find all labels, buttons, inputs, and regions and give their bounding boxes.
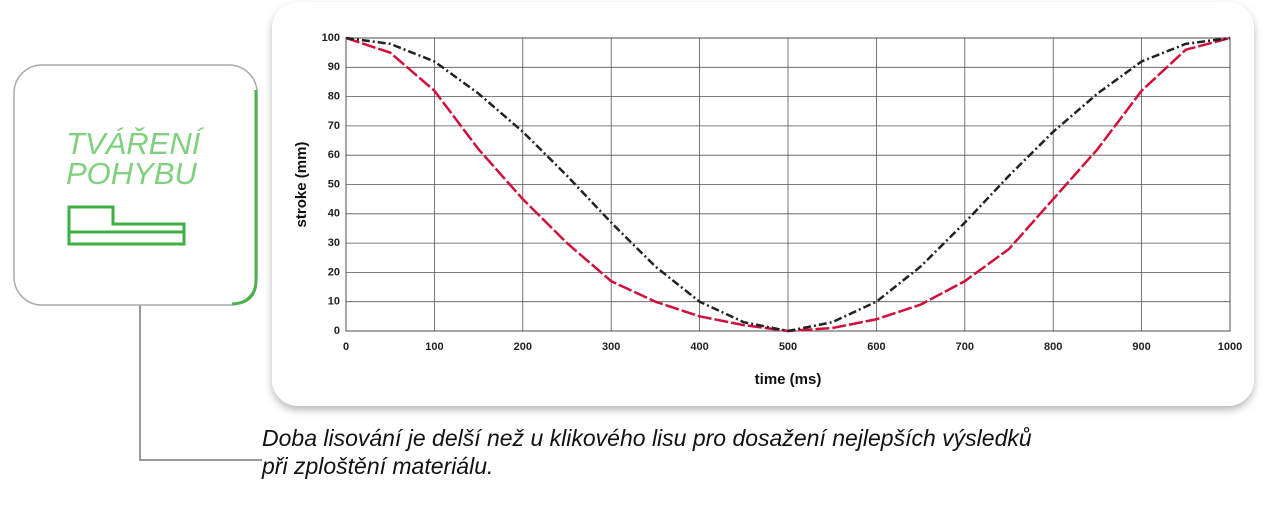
x-axis-label: time (ms): [755, 371, 822, 388]
y-tick-label: 20: [328, 266, 340, 278]
x-tick-label: 500: [779, 341, 797, 353]
card-title: TVÁŘENÍ: [66, 126, 205, 161]
y-tick-label: 70: [328, 120, 340, 132]
x-tick-label: 900: [1132, 341, 1150, 353]
y-tick-label: 40: [328, 208, 340, 220]
x-tick-label: 300: [602, 341, 620, 353]
y-tick-label: 10: [328, 296, 340, 308]
y-tick-label: 100: [322, 32, 340, 44]
y-tick-label: 50: [328, 178, 340, 190]
x-tick-label: 0: [343, 341, 349, 353]
caption: při zploštění materiálu.: [261, 453, 493, 479]
y-tick-label: 80: [328, 91, 340, 103]
card-icon: [67, 205, 186, 246]
x-tick-label: 400: [690, 341, 708, 353]
y-tick-label: 0: [334, 325, 340, 337]
y-tick-label: 60: [328, 149, 340, 161]
series-line: [345, 36, 1231, 333]
card-accent: [231, 90, 258, 306]
x-tick-label: 800: [1044, 341, 1062, 353]
caption: Doba lisování je delší než u klikového l…: [262, 425, 1032, 451]
x-tick-label: 200: [514, 341, 532, 353]
y-tick-label: 90: [328, 61, 340, 73]
x-tick-label: 600: [867, 341, 885, 353]
connector: [139, 305, 262, 461]
x-tick-label: 1000: [1218, 341, 1242, 353]
card-title: POHYBU: [66, 156, 198, 191]
y-tick-label: 30: [328, 237, 340, 249]
y-axis-label: stroke (mm): [293, 142, 310, 228]
x-tick-label: 100: [425, 341, 443, 353]
x-tick-label: 700: [956, 341, 974, 353]
